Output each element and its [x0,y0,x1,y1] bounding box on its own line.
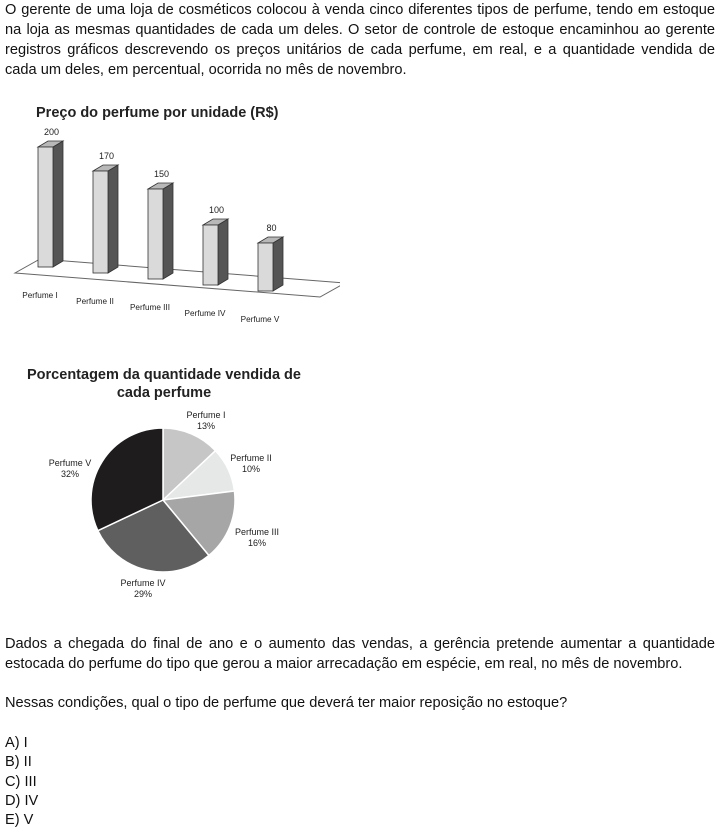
bar-front [257,242,274,292]
pie-label-percent: 29% [134,589,152,599]
option-e[interactable]: E) V [5,812,34,829]
bar-4 [201,218,230,286]
bar-side [107,164,119,274]
bar-1 [36,140,65,268]
question-text: Nessas condições, qual o tipo de perfume… [5,695,568,711]
bar-chart-title: Preço do perfume por unidade (R$) [36,105,279,121]
option-c[interactable]: C) III [5,773,37,790]
pie-label-name: Perfume IV [120,578,165,588]
pie-label-percent: 16% [248,538,266,548]
bar-value-label: 170 [99,151,114,161]
intro-paragraph: O gerente de uma loja de cosméticos colo… [5,2,715,78]
option-b[interactable]: B) II [5,754,32,771]
pie-label-name: Perfume V [49,458,92,468]
pie-label-name: Perfume II [230,453,272,463]
bar-side [52,140,64,268]
bar-side [272,236,284,292]
bar-category-label: Perfume IV [185,309,226,318]
option-a[interactable]: A) I [5,735,28,751]
bar-front [202,224,219,286]
bar-category-label: Perfume V [241,315,280,324]
bar-value-label: 200 [44,127,59,137]
bar-front [92,170,109,274]
pie-label-percent: 10% [242,464,260,474]
answer-options: A) I B) II C) III D) IV E) V [5,734,38,830]
bar-front [147,188,164,280]
bar-5 [256,236,285,292]
bar-front [37,146,54,268]
option-d[interactable]: D) IV [5,792,39,809]
bar-2 [91,164,120,274]
pie-slice-5 [90,427,164,532]
bar-side [217,218,229,286]
pie-label-name: Perfume I [186,410,225,420]
second-paragraph: Dados a chegada do final de ano e o aume… [5,636,715,672]
bar-category-label: Perfume I [22,291,58,300]
pie-label-percent: 13% [197,421,215,431]
bar-side [162,182,174,280]
pie-label-percent: 32% [61,469,79,479]
chart-floor [13,258,340,298]
pie-label-name: Perfume III [235,527,279,537]
pie-chart-title: Porcentagem da quantidade vendida de cad… [27,367,301,401]
price-bar-chart: 200 Perfume I 170 Perfume II 150 Perfume III 1… [13,127,340,324]
bar-3 [146,182,175,280]
pie-slice-1 [162,427,217,502]
bar-category-label: Perfume II [76,297,114,306]
bar-value-label: 100 [209,205,224,215]
bar-value-label: 80 [266,223,276,233]
bar-value-label: 150 [154,169,169,179]
pie-slice-3 [161,490,236,557]
bar-category-label: Perfume III [130,303,170,312]
